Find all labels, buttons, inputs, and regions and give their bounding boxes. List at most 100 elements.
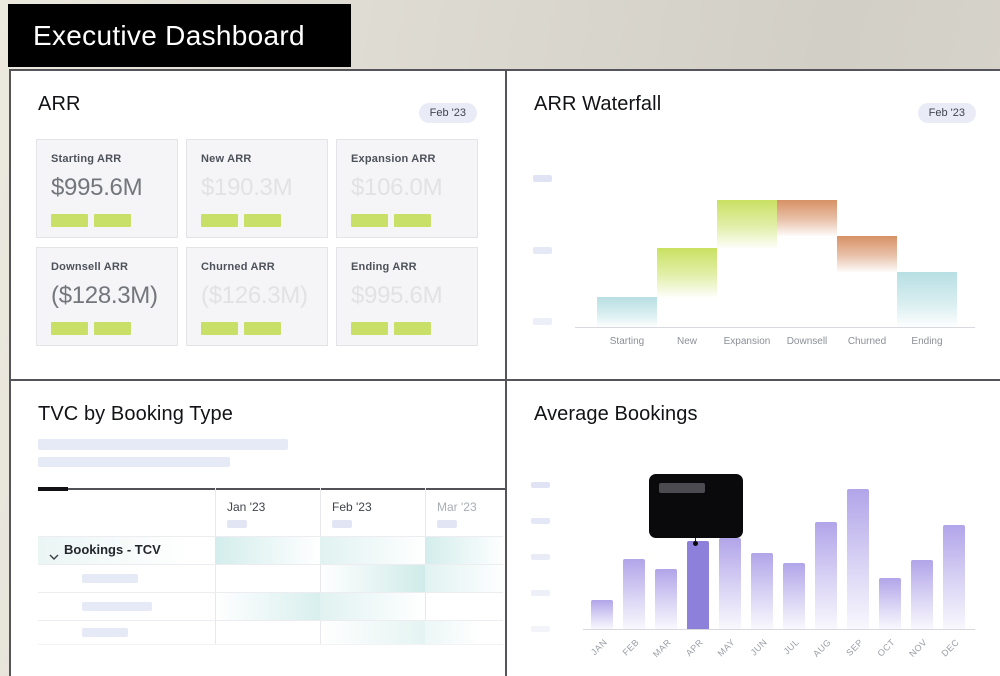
panel-average-bookings: Average Bookings JAN FEB MAR APR MAY JUN JUL AU… — [507, 381, 1000, 676]
bookings-bar-jan[interactable] — [591, 600, 613, 629]
x-axis-label: Expansion — [723, 336, 771, 347]
waterfall-bar-new[interactable] — [657, 248, 717, 297]
arr-card-label: Churned ARR — [201, 261, 275, 273]
panel-arr-waterfall: ARR Waterfall Feb '23 Starting New Expansi… — [507, 71, 1000, 381]
row-divider — [38, 592, 503, 593]
loading-skeleton-line — [38, 439, 288, 450]
sparkbar — [244, 214, 281, 227]
bookings-bar-mar[interactable] — [655, 569, 677, 629]
chevron-down-icon[interactable] — [49, 547, 59, 560]
x-axis-label: Ending — [911, 336, 943, 347]
bookings-bar-apr[interactable] — [687, 541, 709, 629]
arr-card-label: Starting ARR — [51, 153, 122, 165]
sparkbar — [51, 214, 88, 227]
column-header: Jan '23 — [227, 500, 266, 514]
sparkbar — [201, 214, 238, 227]
sparkbar — [201, 322, 238, 335]
y-axis-tick-skeleton — [533, 318, 552, 325]
arr-card-value: $190.3M — [201, 174, 293, 201]
heatmap-cell — [425, 565, 505, 592]
waterfall-bar-expansion[interactable] — [717, 200, 777, 248]
x-axis-line — [575, 327, 975, 328]
arr-card-sparkbars — [51, 322, 163, 335]
waterfall-bar-downsell[interactable] — [777, 200, 837, 236]
bookings-bar-sep[interactable] — [847, 489, 869, 629]
arr-card-sparkbars — [351, 322, 463, 335]
arr-card: Expansion ARR $106.0M — [336, 139, 478, 238]
app-title: Executive Dashboard — [33, 19, 305, 51]
y-axis-tick-skeleton — [531, 518, 550, 524]
column-header-skeleton — [332, 520, 352, 528]
panel-waterfall-title: ARR Waterfall — [534, 93, 662, 115]
panel-arr: ARR Feb '23 Starting ARR $995.6M New ARR $1… — [11, 71, 507, 381]
heatmap-cell — [425, 537, 505, 564]
row-divider — [38, 536, 503, 537]
panel-arr-period-badge[interactable]: Feb '23 — [418, 103, 477, 123]
panel-waterfall-period-badge[interactable]: Feb '23 — [917, 103, 976, 123]
tooltip-loading-skeleton — [659, 483, 705, 493]
arr-card-value: $995.6M — [351, 282, 443, 309]
arr-metric-cards: Starting ARR $995.6M New ARR $190.3M Expansi… — [36, 139, 478, 346]
y-axis-tick-skeleton — [531, 590, 550, 596]
waterfall-bar-churned[interactable] — [837, 236, 897, 272]
tooltip-anchor-dot — [693, 541, 698, 546]
waterfall-bar-starting[interactable] — [597, 297, 657, 327]
x-axis-line — [583, 629, 975, 630]
bookings-bar-may[interactable] — [719, 538, 741, 629]
panel-tvc: TVC by Booking Type Jan '23 Feb '23 Mar '2… — [11, 381, 507, 676]
column-divider — [215, 488, 216, 644]
arr-card-label: Ending ARR — [351, 261, 417, 273]
column-header: Mar '23 — [437, 500, 477, 514]
row-label: Bookings - TCV — [64, 542, 161, 557]
column-header-skeleton — [437, 520, 457, 528]
arr-card: New ARR $190.3M — [186, 139, 328, 238]
dashboard-grid: ARR Feb '23 Starting ARR $995.6M New ARR $1… — [9, 69, 1000, 676]
sparkbar — [94, 322, 131, 335]
heatmap-cell — [320, 621, 425, 644]
table-scroll-indicator — [38, 487, 68, 491]
heatmap-cell — [320, 537, 425, 564]
x-axis-label: Churned — [847, 336, 887, 347]
bookings-bar-jul[interactable] — [783, 563, 805, 629]
sparkbar — [351, 214, 388, 227]
table-top-border — [38, 488, 505, 490]
bookings-bar-feb[interactable] — [623, 559, 645, 629]
row-label-skeleton — [82, 627, 128, 637]
x-axis-label: Downsell — [786, 336, 828, 347]
column-header: Feb '23 — [332, 500, 372, 514]
chart-tooltip — [649, 474, 743, 538]
column-header-skeleton — [227, 520, 247, 528]
bookings-bar-oct[interactable] — [879, 578, 901, 629]
y-axis-tick-skeleton — [533, 247, 552, 254]
heatmap-cell — [320, 565, 425, 592]
sparkbar — [394, 322, 431, 335]
table-row-bookings-tcv[interactable]: Bookings - TCV — [38, 536, 215, 564]
arr-card: Downsell ARR ($128.3M) — [36, 247, 178, 346]
y-axis-tick-skeleton — [533, 175, 552, 182]
heatmap-cell — [38, 537, 215, 564]
tooltip-connector-line — [695, 537, 696, 543]
arr-card-sparkbars — [201, 322, 313, 335]
arr-card: Ending ARR $995.6M — [336, 247, 478, 346]
bookings-bar-dec[interactable] — [943, 525, 965, 629]
y-axis-tick-skeleton — [531, 482, 550, 488]
arr-card-sparkbars — [201, 214, 313, 227]
sparkbar — [244, 322, 281, 335]
waterfall-bar-ending[interactable] — [897, 272, 957, 327]
bookings-bar-nov[interactable] — [911, 560, 933, 629]
arr-card-value: $106.0M — [351, 174, 443, 201]
bookings-bar-jun[interactable] — [751, 553, 773, 629]
heatmap-cell — [215, 593, 320, 620]
loading-skeleton-line — [38, 457, 230, 467]
row-divider — [38, 564, 503, 565]
arr-card: Starting ARR $995.6M — [36, 139, 178, 238]
panel-bookings-title: Average Bookings — [534, 403, 698, 425]
sparkbar — [94, 214, 131, 227]
heatmap-cell — [425, 621, 505, 644]
sparkbar — [394, 214, 431, 227]
arr-card-sparkbars — [51, 214, 163, 227]
row-divider — [38, 620, 503, 621]
bookings-bar-aug[interactable] — [815, 522, 837, 629]
app-title-bar: Executive Dashboard — [8, 4, 351, 67]
row-label-skeleton — [82, 573, 138, 583]
